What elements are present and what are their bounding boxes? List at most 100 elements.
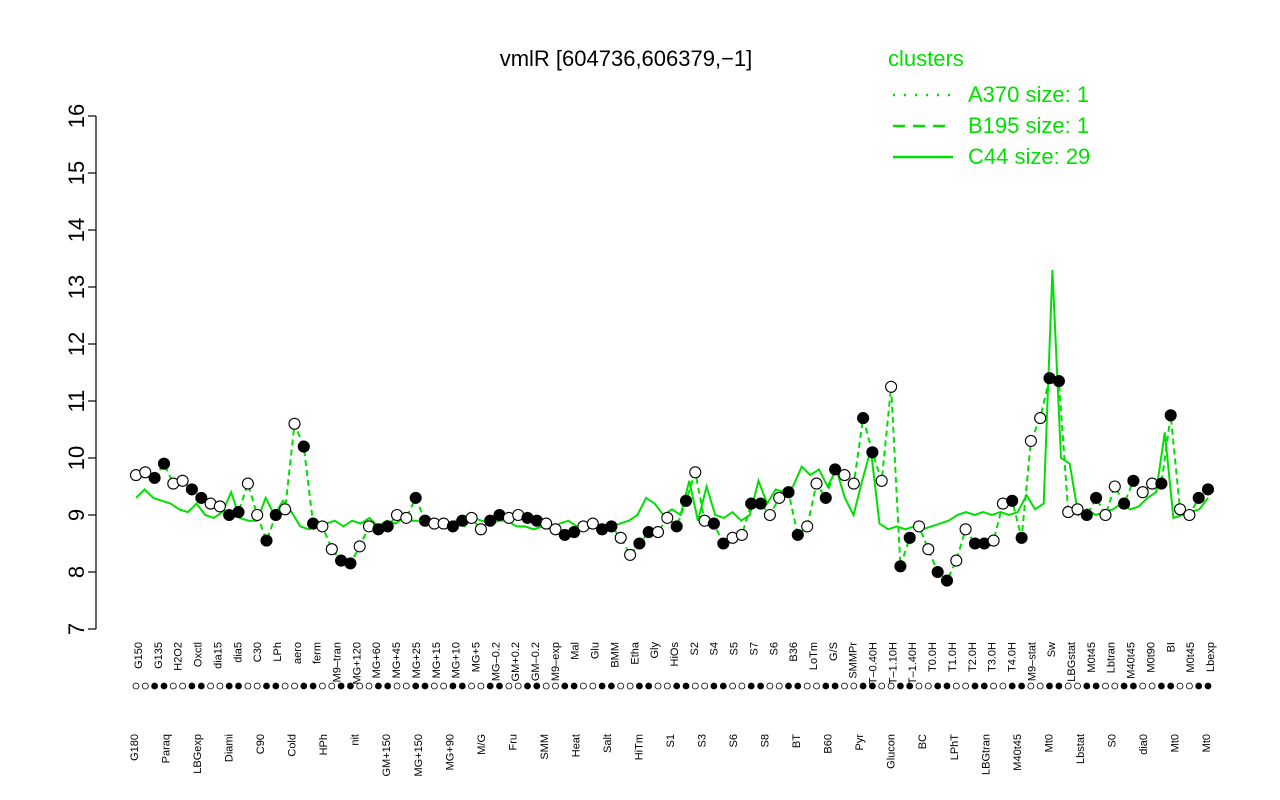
x-label-bottom-8: GM+150: [381, 734, 393, 777]
x-label-bottom-7: nit: [350, 734, 362, 746]
rug-mark-46: [561, 682, 569, 690]
x-label-bottom-6: HPh: [318, 734, 330, 755]
rug-mark-92: [990, 682, 997, 690]
rug-mark-101: [1074, 682, 1081, 690]
x-label-top-1: G135: [153, 642, 165, 669]
y-tick-label-8: 15: [64, 161, 89, 185]
rug-mark-8: [207, 682, 215, 690]
x-label-top-22: Mal: [570, 642, 582, 660]
x-label-top-2: H2O2: [173, 642, 185, 671]
rug-mark-15: [272, 682, 280, 690]
x-label-top-43: T3.0H: [987, 642, 999, 672]
rug-mark-87: [943, 682, 951, 690]
data-point-67: [754, 497, 767, 510]
x-label-top-32: S6: [768, 642, 780, 655]
x-label-top-3: Oxctl: [193, 642, 205, 667]
x-label-top-41: T1.0H: [947, 642, 959, 672]
x-label-bottom-13: SMM: [539, 734, 551, 760]
x-label-top-9: ferm: [312, 642, 324, 664]
data-point-5: [176, 474, 189, 487]
x-label-bottom-11: M/G: [476, 734, 488, 755]
x-label-top-16: MG+10: [451, 642, 463, 678]
y-tick-label-6: 13: [64, 275, 89, 299]
x-label-top-19: GM+0.2: [510, 642, 522, 681]
data-point-37: [474, 523, 487, 536]
data-point-75: [829, 463, 842, 476]
x-label-top-13: MG+45: [391, 642, 403, 678]
x-label-top-17: MG+5: [471, 642, 483, 672]
series-line-2: [135, 269, 1209, 534]
data-point-14: [260, 534, 273, 547]
x-label-bottom-20: S8: [760, 734, 772, 747]
rug-mark-59: [682, 682, 690, 690]
x-label-top-46: Sw: [1046, 642, 1058, 657]
rug-mark-68: [766, 682, 774, 690]
rug-mark-7: [197, 682, 205, 690]
legend-label-b195: B195 size: 1: [968, 113, 1089, 138]
rug-mark-96: [1027, 682, 1035, 690]
rug-mark-75: [831, 682, 839, 690]
x-label-bottom-14: Heat: [570, 734, 582, 757]
data-point-68: [763, 508, 776, 522]
y-tick-label-0: 7: [64, 623, 89, 635]
rug-mark-10: [225, 682, 233, 690]
rug-mark-100: [1064, 682, 1072, 690]
rug-mark-80: [878, 682, 886, 690]
rug-mark-111: [1167, 682, 1175, 690]
x-label-bottom-27: LBGtran: [980, 734, 992, 775]
rug-mark-48: [580, 682, 587, 690]
data-point-102: [1080, 508, 1093, 522]
x-label-bottom-25: BC: [917, 734, 929, 749]
x-label-bottom-16: HiTm: [634, 734, 646, 760]
rug-mark-2: [151, 682, 159, 690]
rug-mark-16: [281, 682, 289, 690]
rug-mark-83: [906, 682, 914, 690]
data-point-23: [344, 557, 357, 570]
data-point-70: [782, 486, 795, 499]
rug-mark-106: [1120, 682, 1128, 690]
x-label-top-12: MG+60: [371, 642, 383, 678]
rug-mark-55: [645, 682, 653, 690]
x-label-top-25: Etha: [629, 641, 641, 665]
rug-mark-38: [486, 682, 494, 690]
data-point-18: [297, 440, 310, 453]
data-point-83: [903, 531, 916, 544]
rug-mark-39: [496, 682, 503, 690]
data-point-6: [185, 483, 198, 496]
data-point-1: [139, 466, 152, 479]
x-label-top-45: M9–stat: [1026, 642, 1038, 681]
data-point-44: [540, 517, 553, 530]
rug-mark-50: [598, 682, 606, 690]
data-point-97: [1034, 412, 1047, 425]
data-point-112: [1173, 503, 1187, 516]
rug-mark-62: [710, 682, 718, 690]
data-point-103: [1090, 491, 1103, 504]
x-label-bottom-17: S1: [665, 734, 677, 747]
data-point-86: [931, 565, 944, 579]
x-label-top-44: T4.0H: [1007, 642, 1019, 672]
rug-mark-27: [384, 682, 392, 690]
y-tick-label-3: 10: [64, 446, 89, 470]
x-label-bottom-34: Mt0: [1201, 734, 1213, 752]
data-point-29: [400, 511, 413, 524]
data-point-79: [866, 446, 879, 459]
rug-mark-104: [1102, 682, 1109, 690]
x-label-bottom-28: M40t45: [1012, 734, 1024, 771]
rug-mark-66: [747, 682, 755, 690]
data-point-12: [241, 477, 254, 490]
x-label-bottom-18: S3: [697, 734, 709, 747]
x-label-top-53: M0t45: [1185, 642, 1197, 673]
x-label-top-47: LBGstat: [1066, 642, 1078, 682]
x-label-bottom-5: Cold: [287, 734, 299, 757]
data-point-9: [213, 500, 226, 513]
rug-mark-71: [794, 682, 802, 690]
x-label-bottom-21: BT: [791, 734, 803, 748]
data-point-72: [801, 520, 814, 533]
legend: clusters A370 size: 1 B195 size: 1 C44 s…: [888, 46, 1090, 169]
data-point-111: [1164, 409, 1177, 422]
x-label-bottom-33: Mt0: [1170, 734, 1182, 752]
rug-mark-24: [356, 682, 364, 690]
x-label-top-40: T0.0H: [927, 642, 939, 672]
rug-mark-65: [738, 682, 746, 690]
data-point-80: [875, 474, 888, 487]
